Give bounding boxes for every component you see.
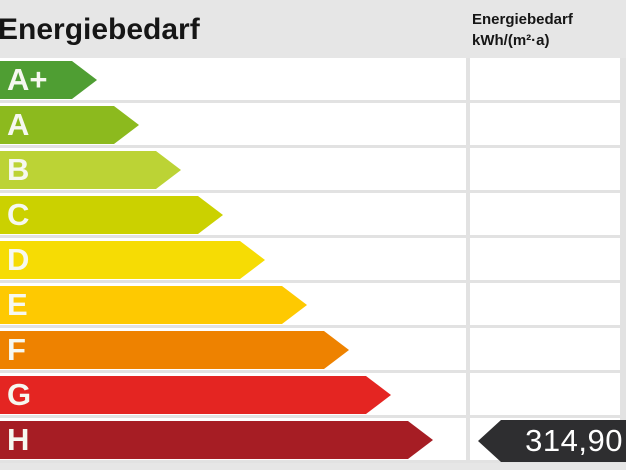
unit-header-line2: kWh/(m²·a)	[472, 32, 550, 49]
energy-band-arrow-h: H	[0, 421, 433, 459]
energy-band-arrow-a: A	[0, 106, 139, 144]
energy-band-arrow-b: B	[0, 151, 181, 189]
energy-band-label: D	[7, 242, 30, 277]
energy-band-arrow-c: C	[0, 196, 223, 234]
energy-band-row-a+: A+	[0, 58, 626, 103]
energy-band-rows: A+ A B C D E F G H	[0, 58, 626, 463]
energy-band-row-f: F	[0, 328, 626, 373]
row-separator-line	[0, 190, 626, 193]
energy-band-row-a: A	[0, 103, 626, 148]
row-separator-line	[0, 235, 626, 238]
column-divider-line	[466, 58, 470, 463]
unit-header: Energiebedarf kWh/(m²·a)	[472, 9, 573, 51]
energy-band-arrow-f: F	[0, 331, 349, 369]
energy-band-arrow-a+: A+	[0, 61, 97, 99]
bottom-border-strip	[0, 463, 626, 470]
energy-band-label: H	[7, 422, 30, 457]
chart-title: Energiebedarf	[0, 13, 200, 46]
row-separator-line	[0, 325, 626, 328]
energy-band-row-c: C	[0, 193, 626, 238]
row-separator-line	[0, 370, 626, 373]
energy-band-row-g: G	[0, 373, 626, 418]
value-marker-arrow: 314,90	[478, 420, 626, 462]
chart-header: Energiebedarf Energiebedarf kWh/(m²·a)	[0, 0, 626, 58]
energy-band-arrow-e: E	[0, 286, 307, 324]
row-separator-line	[0, 460, 626, 463]
energy-band-label: B	[7, 152, 30, 187]
energy-band-row-e: E	[0, 283, 626, 328]
row-separator-line	[0, 145, 626, 148]
row-separator-line	[0, 100, 626, 103]
energy-band-row-b: B	[0, 148, 626, 193]
row-separator-line	[0, 415, 626, 418]
energy-band-label: A+	[7, 62, 48, 97]
energy-band-row-d: D	[0, 238, 626, 283]
energy-band-label: A	[7, 107, 30, 142]
value-label: 314,90	[525, 423, 623, 458]
energy-band-arrow-g: G	[0, 376, 391, 414]
row-separator-line	[0, 280, 626, 283]
energy-band-arrow-d: D	[0, 241, 265, 279]
energy-band-label: C	[7, 197, 30, 232]
unit-header-line1: Energiebedarf	[472, 11, 573, 28]
energy-band-label: G	[7, 377, 32, 412]
right-border-strip	[620, 58, 626, 463]
energy-band-label: E	[7, 287, 28, 322]
energy-band-label: F	[7, 332, 26, 367]
